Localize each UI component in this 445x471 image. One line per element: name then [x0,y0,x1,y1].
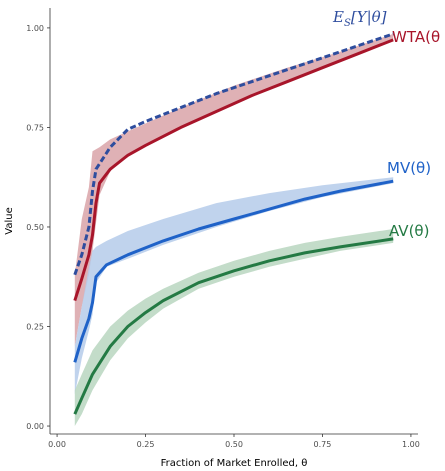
y-tick-label: 1.00 [26,24,44,33]
x-axis-title: Fraction of Market Enrolled, θ [161,458,308,469]
band-mv [75,177,393,394]
y-tick-label: 0.00 [26,422,44,431]
y-tick-label: 0.75 [26,123,44,132]
x-tick-label: 0.50 [225,440,243,449]
x-ticks: 0.00 0.25 0.50 0.75 1.00 [48,434,420,449]
mv-label: MV(θ) [387,159,431,177]
x-tick-label: 0.25 [137,440,155,449]
y-tick-label: 0.25 [26,323,44,332]
wta-label: WTA(θ [392,28,440,46]
y-ticks: 0.00 0.25 0.50 0.75 1.00 [26,24,50,431]
x-tick-label: 1.00 [402,440,420,449]
av-label: AV(θ) [389,222,429,240]
confidence-bands [75,34,393,426]
x-tick-label: 0.00 [48,440,66,449]
es-label-main: E [332,8,344,26]
y-tick-label: 0.50 [26,223,44,232]
y-axis-title: Value [4,207,15,234]
es-label: ES[Y|θ] [332,8,387,29]
es-label-rest: [Y|θ] [351,8,387,26]
x-tick-label: 0.75 [314,440,332,449]
